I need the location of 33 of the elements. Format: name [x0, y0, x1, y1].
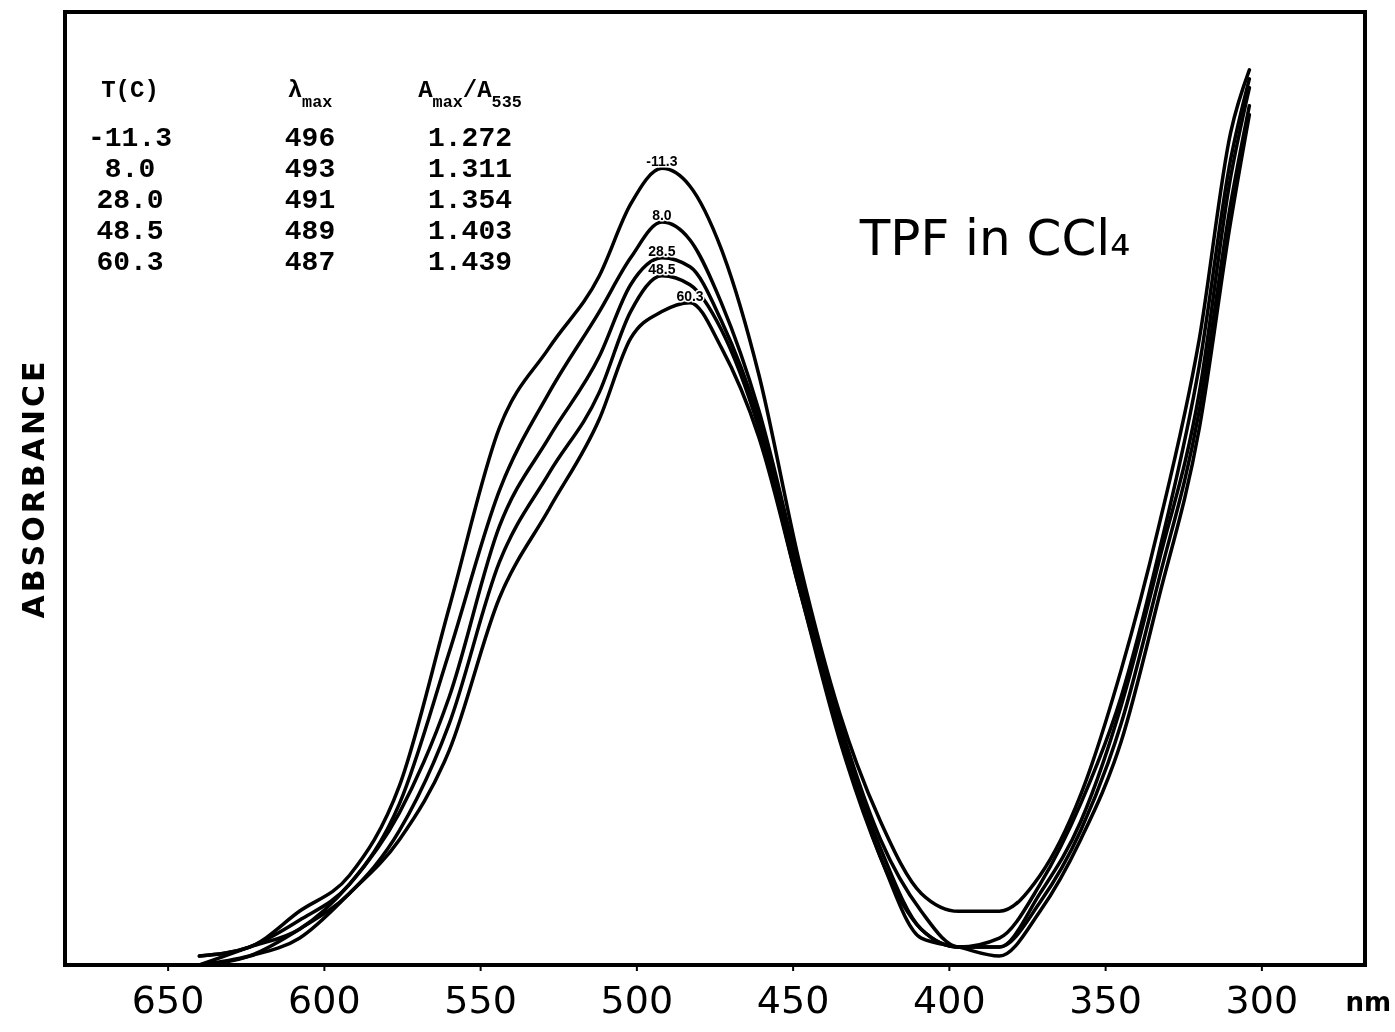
annotation: 489 — [284, 216, 336, 247]
annotation: 1.272 — [427, 123, 513, 154]
x-tick-label: 350 — [1069, 978, 1142, 1022]
series-label: 28.5 — [648, 242, 676, 259]
annotation: 496 — [284, 123, 336, 154]
annotation: 491 — [284, 185, 336, 216]
series-label: 48.5 — [648, 260, 676, 277]
x-tick-label: 600 — [288, 978, 361, 1022]
annotation: 493 — [284, 154, 336, 185]
series-label: 8.0 — [652, 207, 672, 224]
annotation: T(C) — [101, 77, 159, 104]
y-axis-title: ABSORBANCE — [16, 358, 51, 619]
annotation: 487 — [284, 247, 336, 278]
annotation: 1.354 — [427, 185, 513, 216]
series-label: -11.3 — [646, 153, 678, 170]
x-tick-label: 300 — [1225, 978, 1299, 1022]
text: TPF in CCl₄ — [858, 209, 1131, 267]
x-tick-label: 650 — [131, 978, 205, 1022]
annotation: 1.403 — [427, 216, 513, 247]
annotation: -11.3 — [87, 123, 173, 154]
x-tick-label: 450 — [756, 978, 830, 1022]
annotation: 48.5 — [96, 216, 164, 247]
annotation: λ$_{max}$ — [287, 77, 333, 112]
x-tick-label: 550 — [444, 978, 517, 1022]
x-tick-label: 500 — [600, 978, 674, 1022]
annotation: 1.439 — [427, 247, 513, 278]
x-tick-label: 400 — [913, 978, 986, 1022]
annotation: 28.0 — [96, 185, 164, 216]
annotation: 60.3 — [96, 247, 164, 278]
annotation: 8.0 — [104, 154, 156, 185]
annotation: A$_{max}$/A$_{535}$ — [418, 77, 522, 112]
annotation: 1.311 — [427, 154, 513, 185]
x-axis-title: nm — [1345, 987, 1391, 1017]
